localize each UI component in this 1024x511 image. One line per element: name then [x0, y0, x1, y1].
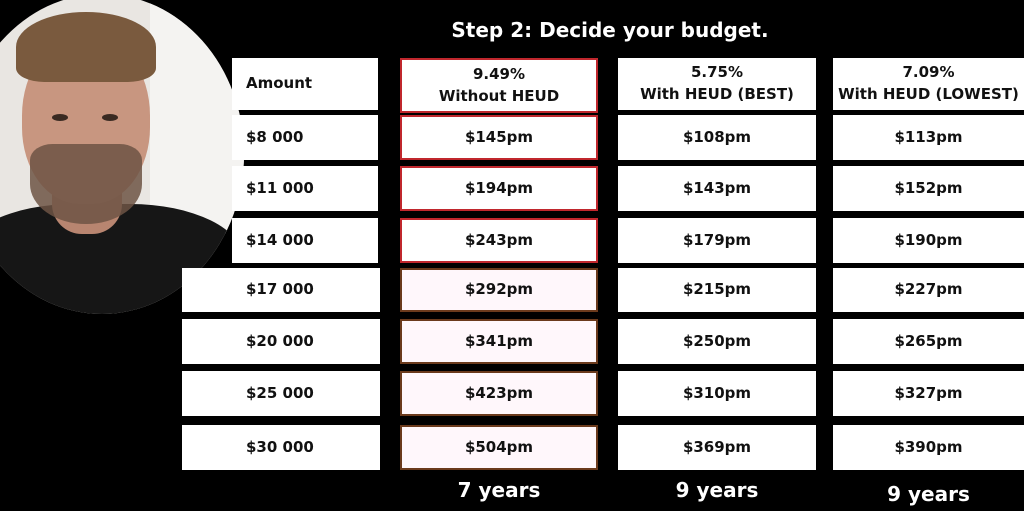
header-rate: 9.49% [472, 64, 526, 83]
column-header: 9.49% Without HEUD [400, 58, 598, 113]
presenter-eye [52, 114, 68, 121]
payment-cell: $310pm [618, 371, 816, 416]
payment-cell: $227pm [833, 268, 1024, 312]
loan-term-label: 9 years [675, 478, 759, 502]
header-label: With HEUD (LOWEST) [838, 85, 1019, 103]
background-wall [150, 0, 244, 234]
payment-cell: $423pm [400, 371, 598, 416]
amount-cell: $17 000 [182, 268, 380, 312]
amount-cell: $11 000 [232, 166, 378, 211]
payment-cell: $190pm [833, 218, 1024, 263]
payment-cell: $341pm [400, 319, 598, 364]
amount-cell: $20 000 [182, 319, 380, 364]
payment-cell: $292pm [400, 268, 598, 312]
presenter-eye [102, 114, 118, 121]
page-title: Step 2: Decide your budget. [451, 18, 769, 42]
loan-term-label: 7 years [457, 478, 541, 502]
header-rate: 5.75% [690, 63, 744, 82]
payment-cell: $215pm [618, 268, 816, 312]
payment-cell: $250pm [618, 319, 816, 364]
header-rate: 7.09% [902, 63, 955, 82]
payment-cell: $327pm [833, 371, 1024, 416]
payment-cell: $108pm [618, 115, 816, 160]
amount-cell: $30 000 [182, 425, 380, 470]
presenter-beard [30, 144, 142, 224]
payment-cell: $390pm [833, 425, 1024, 470]
payment-cell: $145pm [400, 115, 598, 160]
column-header: 5.75% With HEUD (BEST) [618, 58, 816, 110]
payment-cell: $194pm [400, 166, 598, 211]
payment-cell: $369pm [618, 425, 816, 470]
payment-cell: $152pm [833, 166, 1024, 211]
presenter-hair [16, 12, 156, 82]
column-header: 7.09% With HEUD (LOWEST) [833, 58, 1024, 110]
column-header: Amount [232, 58, 378, 110]
payment-cell: $179pm [618, 218, 816, 263]
loan-term-label: 9 years [887, 482, 970, 506]
payment-cell: $504pm [400, 425, 598, 470]
header-label: With HEUD (BEST) [640, 85, 794, 103]
amount-cell: $25 000 [182, 371, 380, 416]
payment-cell: $265pm [833, 319, 1024, 364]
amount-cell: $14 000 [232, 218, 378, 263]
presenter-video [0, 0, 244, 314]
payment-cell: $143pm [618, 166, 816, 211]
payment-cell: $113pm [833, 115, 1024, 160]
header-label: Amount [246, 74, 313, 93]
amount-cell: $8 000 [232, 115, 378, 160]
header-label: Without HEUD [438, 86, 560, 105]
payment-cell: $243pm [400, 218, 598, 263]
